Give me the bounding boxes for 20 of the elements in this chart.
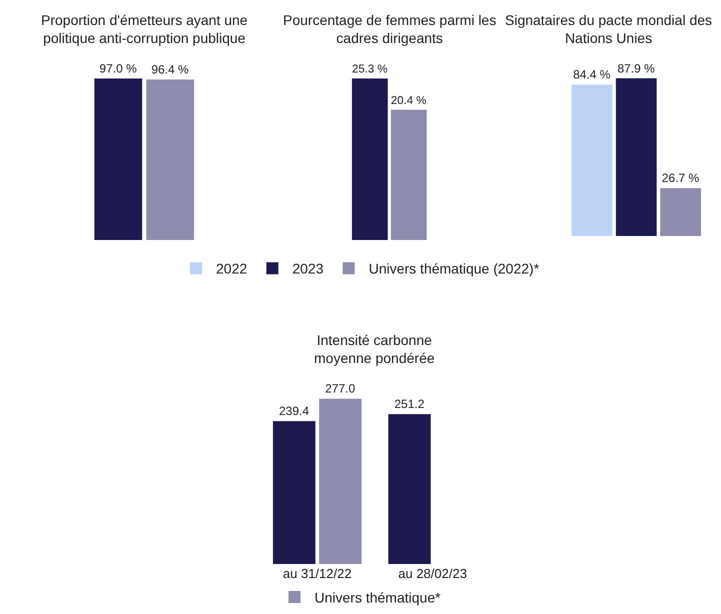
chart-title: Signataires du pacte mondial des Nations Unies <box>505 12 712 46</box>
data-label: 277.0 <box>325 382 356 396</box>
data-label: 97.0 % <box>99 62 138 76</box>
chart-title: Intensité carbonne moyenne pondérée <box>314 332 435 366</box>
x-tick-label: au 31/12/22 <box>282 566 352 581</box>
chart-title: Pourcentage de femmes parmi les cadres dirigeants <box>283 12 496 46</box>
data-label: 251.2 <box>394 397 425 412</box>
legend-label: Univers thématique (2022)* <box>368 260 540 277</box>
legend-label: 2022 <box>216 260 248 277</box>
data-label: 87.9 % <box>617 61 656 76</box>
legend-label: Univers thématique* <box>314 589 442 606</box>
data-label: 96.4 % <box>151 62 190 76</box>
data-label: 239.4 <box>278 404 310 418</box>
data-label: 26.7 % <box>662 171 700 186</box>
legend-label: 2023 <box>292 260 324 277</box>
data-label: 20.4 % <box>390 94 426 107</box>
chart-title: Proportion d'émetteurs ayant une politique anti-corruption publique <box>41 12 248 46</box>
data-label: 25.3 % <box>352 64 388 76</box>
data-label: 84.4 % <box>573 68 611 82</box>
x-tick-label: au 28/02/23 <box>398 566 467 581</box>
